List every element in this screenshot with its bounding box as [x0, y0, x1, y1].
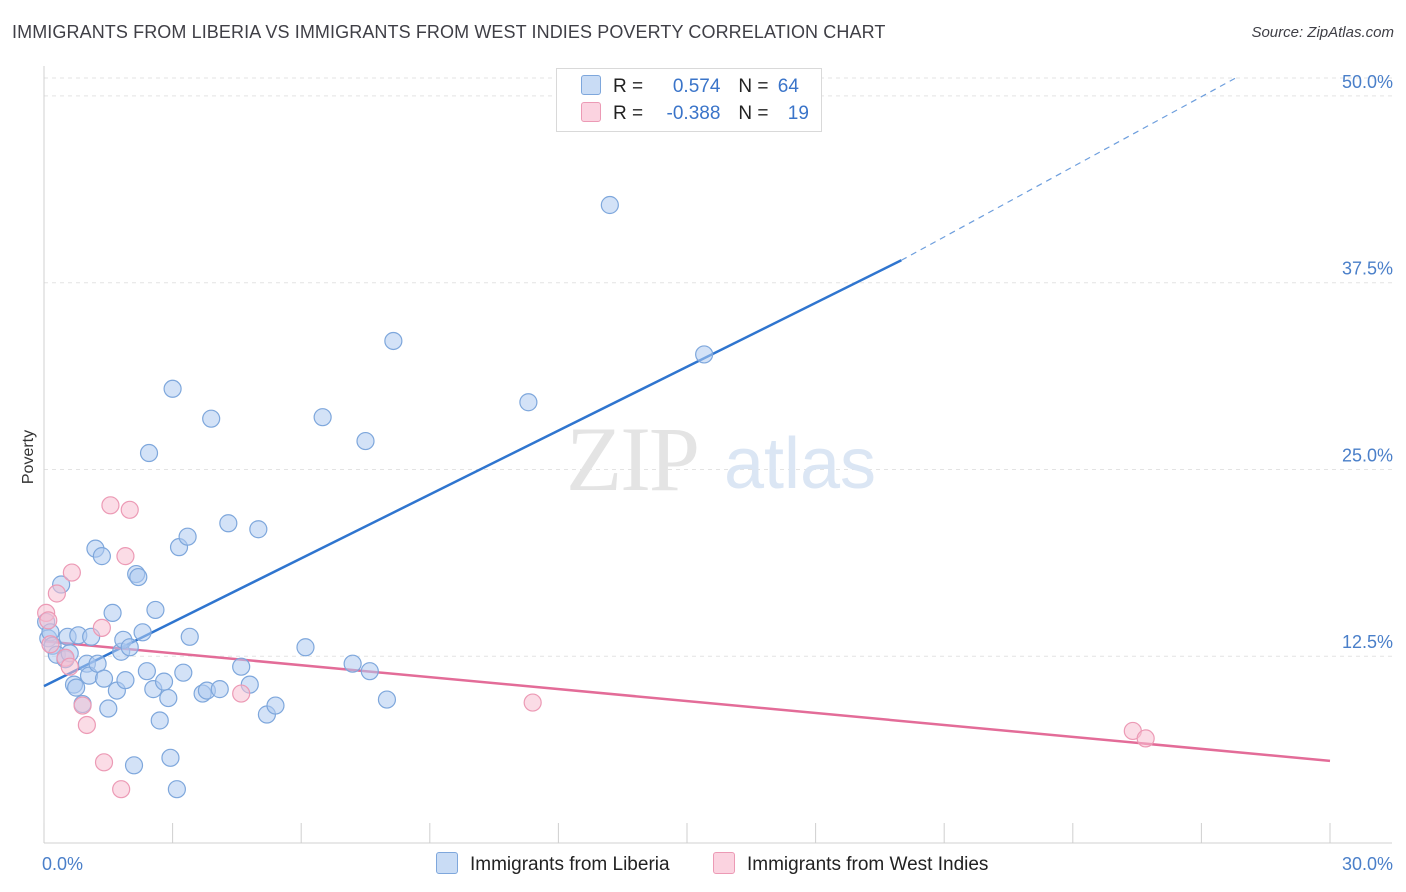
liberia-point — [202, 409, 221, 428]
zipatlas-watermark: ZIP atlas — [566, 408, 876, 510]
legend-n-label: N = — [738, 76, 769, 97]
liberia-point — [92, 547, 111, 566]
liberia-point — [99, 699, 118, 718]
y-tick-label: 12.5% — [1342, 632, 1393, 652]
west-indies-point — [62, 563, 81, 582]
liberia-point — [161, 748, 180, 767]
liberia-point — [174, 663, 193, 682]
liberia-point — [695, 345, 714, 364]
liberia-point — [159, 688, 178, 708]
liberia-point — [120, 638, 139, 657]
watermark-zip: ZIP — [566, 408, 698, 510]
bottom-legend-liberia-label: Immigrants from Liberia — [470, 854, 670, 875]
west-indies-point — [232, 684, 251, 703]
legend-row-west-indies: R = -0.388 N = 19 — [581, 102, 809, 128]
liberia-point — [178, 527, 197, 546]
correlation-legend: R = 0.574 N = 64 R = -0.388 N = 19 — [556, 68, 822, 132]
west-indies-point — [77, 715, 96, 735]
bottom-legend-west-indies: Immigrants from West Indies — [713, 852, 988, 876]
west-indies-point — [60, 657, 79, 676]
west-indies-point — [41, 635, 60, 654]
liberia-point — [137, 662, 156, 681]
liberia-point — [146, 600, 165, 620]
liberia-point — [67, 678, 86, 697]
liberia-point — [163, 379, 182, 398]
liberia-point — [154, 672, 174, 691]
liberia-point — [88, 654, 107, 673]
west-indies-point — [94, 753, 114, 772]
bottom-legend-west-indies-label: Immigrants from West Indies — [747, 854, 989, 875]
source-credit: Source: ZipAtlas.com — [1251, 24, 1394, 41]
liberia-point — [249, 520, 268, 539]
chart-title: IMMIGRANTS FROM LIBERIA VS IMMIGRANTS FR… — [12, 22, 886, 42]
liberia-legend-icon — [436, 852, 458, 874]
liberia-point — [116, 671, 135, 690]
liberia-trend-extension — [901, 77, 1236, 261]
liberia-point — [167, 780, 186, 799]
west-indies-point — [120, 500, 139, 519]
west-indies-legend-icon — [713, 852, 735, 874]
liberia-point — [124, 756, 144, 775]
axes — [43, 66, 1392, 844]
liberia-n-value: 64 — [777, 76, 799, 97]
grid-lines — [44, 77, 1392, 657]
legend-r-label: R = — [613, 76, 644, 97]
liberia-point — [150, 711, 169, 730]
liberia-point — [360, 662, 379, 681]
liberia-point — [219, 514, 238, 533]
liberia-point — [129, 567, 148, 587]
liberia-point — [180, 627, 199, 646]
liberia-point — [103, 603, 122, 623]
liberia-point — [600, 195, 619, 215]
liberia-point — [296, 638, 315, 657]
liberia-point — [343, 654, 362, 673]
west-indies-point — [47, 584, 66, 603]
liberia-point — [384, 331, 403, 351]
west-indies-r-value: -0.388 — [666, 103, 721, 124]
west-indies-point — [116, 547, 135, 566]
liberia-point — [133, 623, 152, 642]
legend-row-liberia: R = 0.574 N = 64 — [581, 75, 799, 101]
x-tick-label-max: 30.0% — [1342, 854, 1393, 874]
west-indies-trend-line — [43, 640, 1331, 763]
west-indies-point — [1136, 729, 1155, 748]
west-indies-point — [523, 693, 542, 712]
liberia-swatch-icon — [581, 75, 601, 95]
trend-lines — [43, 77, 1331, 763]
liberia-trend-line — [43, 259, 902, 688]
liberia-point — [313, 408, 332, 427]
y-tick-label: 37.5% — [1342, 259, 1393, 279]
west-indies-point — [112, 780, 131, 799]
west-indies-point — [73, 696, 92, 715]
watermark-atlas: atlas — [724, 424, 876, 504]
y-tick-label: 50.0% — [1342, 72, 1393, 92]
legend-r-label: R = — [613, 103, 644, 124]
tick-labels: 12.5% 25.0% 37.5% 50.0% 0.0% 30.0% — [42, 72, 1393, 874]
y-axis-label: Poverty — [20, 430, 37, 484]
west-indies-point — [92, 618, 111, 637]
y-tick-label: 25.0% — [1342, 445, 1393, 465]
x-tick-label-min: 0.0% — [42, 854, 83, 874]
data-points — [37, 195, 1155, 799]
legend-n-label: N = — [738, 103, 769, 124]
liberia-point — [232, 657, 251, 676]
liberia-point — [356, 431, 375, 451]
liberia-point — [519, 393, 538, 412]
liberia-point — [94, 669, 114, 688]
west-indies-n-value: 19 — [787, 103, 809, 124]
liberia-point — [139, 443, 159, 463]
liberia-point — [210, 680, 229, 699]
liberia-point — [377, 690, 397, 709]
liberia-point — [266, 696, 285, 715]
west-indies-swatch-icon — [581, 102, 601, 122]
bottom-legend-liberia: Immigrants from Liberia — [436, 852, 670, 876]
liberia-r-value: 0.574 — [672, 76, 721, 97]
west-indies-point — [39, 611, 58, 630]
west-indies-point — [101, 496, 120, 515]
